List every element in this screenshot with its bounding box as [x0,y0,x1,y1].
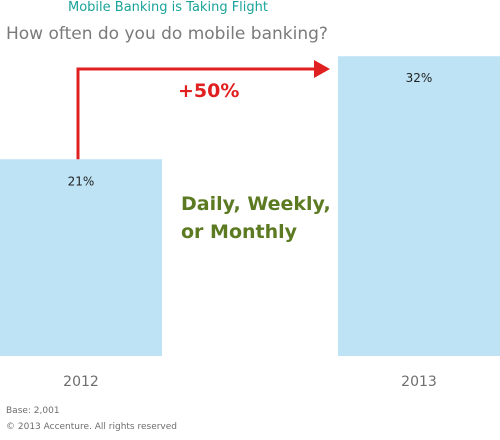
growth-label: +50% [178,80,240,102]
bar-value-label-2013: 32% [406,71,433,85]
frequency-note: Daily, Weekly, or Monthly [181,190,331,246]
bar-2013 [338,56,500,357]
growth-arrow [76,60,330,160]
bar-2012 [0,159,162,356]
chart-title: Mobile Banking is Taking Flight [68,0,268,15]
frequency-note-line-2: or Monthly [181,221,298,243]
x-tick-label-2012: 2012 [63,374,99,390]
base-note: Base: 2,001 [6,406,60,416]
frequency-note-line-1: Daily, Weekly, [181,193,331,215]
bars-layer [0,56,500,357]
x-tick-label-2013: 2013 [401,374,437,390]
bar-value-label-2012: 21% [68,174,95,188]
growth-arrow-line [76,67,314,160]
growth-arrow-head-icon [314,60,330,78]
chart-subtitle: How often do you do mobile banking? [6,24,328,44]
copyright-note: © 2013 Accenture. All rights reserved [6,422,178,432]
labels-layer: 21% 2012 32% 2013 [63,71,437,390]
